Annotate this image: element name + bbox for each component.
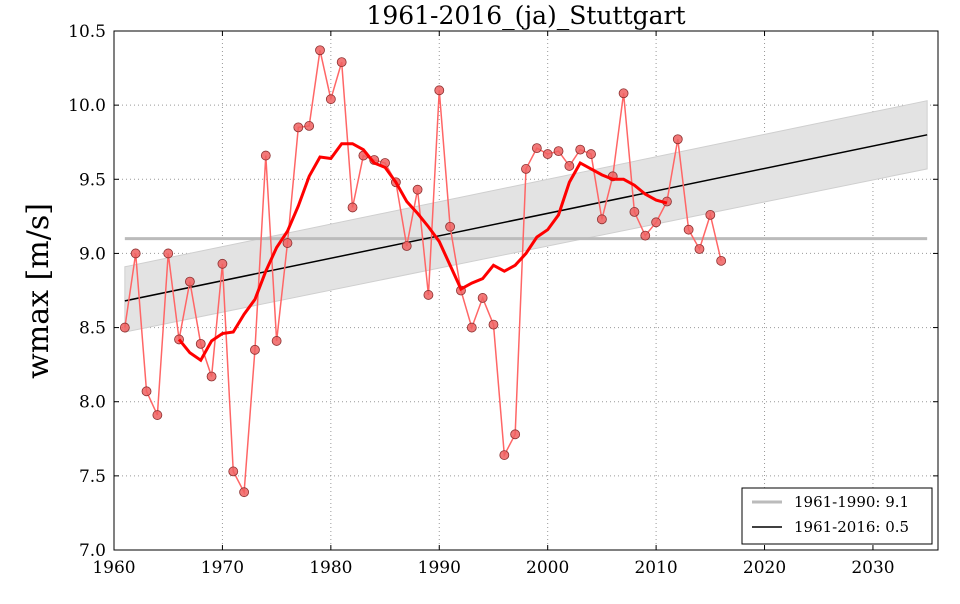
annual-data-point [217, 258, 228, 269]
x-tick-label: 2030 [851, 558, 894, 578]
annual-data-point [521, 164, 531, 174]
annual-data-point [401, 241, 412, 251]
annual-series-line [124, 50, 722, 495]
annual-data-point [499, 450, 510, 460]
legend-entry-reference: 1961-1990: 9.1 [794, 493, 909, 511]
annual-data-point [347, 202, 358, 213]
annual-data-point [564, 161, 575, 171]
annual-data-point [206, 371, 217, 382]
y-tick-label: 8.5 [79, 319, 106, 339]
x-tick-label: 2020 [743, 558, 786, 578]
annual-data-point [423, 290, 434, 300]
annual-data-point [618, 88, 629, 99]
annual-data-point [466, 322, 477, 333]
y-tick-label: 9.0 [79, 244, 106, 264]
annual-data-point [141, 386, 152, 397]
y-axis-label: wmax [m/s] [21, 203, 56, 379]
annual-data-point [119, 322, 130, 333]
annual-data-point [304, 121, 315, 131]
legend: 1961-1990: 9.1 1961-2016: 0.5 [741, 487, 933, 545]
x-tick-label: 2000 [526, 558, 569, 578]
annual-data-point [195, 338, 206, 349]
y-tick-label: 10.5 [68, 22, 106, 42]
annual-data-point [152, 410, 163, 420]
annual-data-point [239, 487, 250, 498]
x-tick-label: 2010 [634, 558, 677, 578]
annual-data-point [271, 336, 282, 346]
chart-title: 1961-2016_(ja)_Stuttgart [366, 1, 685, 30]
y-tick-label: 10.0 [68, 96, 106, 116]
annual-data-point [694, 244, 705, 254]
annual-data-point [412, 184, 423, 195]
annual-data-point [716, 255, 727, 266]
annual-data-point [163, 248, 174, 259]
annual-data-point [250, 344, 260, 355]
confidence-band [124, 100, 928, 333]
annual-data-point [293, 122, 304, 133]
annual-data-point [705, 209, 716, 220]
annual-data-point [640, 230, 651, 241]
legend-entry-trend: 1961-2016: 0.5 [794, 518, 909, 536]
annual-data-point [282, 238, 293, 248]
annual-data-point [315, 45, 325, 56]
annual-data-point [629, 207, 640, 217]
annual-data-point [553, 146, 564, 157]
annual-data-point [542, 149, 553, 159]
annual-data-point [651, 217, 662, 228]
x-tick-label: 1960 [92, 558, 135, 578]
x-tick-label: 1990 [418, 558, 461, 578]
ticks: 1960 1970 1980 1990 2000 2010 2020 2030 7.0 7.5 8.… [68, 22, 938, 578]
annual-data-point [672, 134, 683, 145]
moving-average-line [177, 142, 668, 363]
y-tick-label: 7.5 [79, 467, 106, 487]
annual-data-point [336, 57, 347, 68]
annual-data-point [260, 150, 271, 161]
series [119, 45, 928, 498]
annual-data-point [586, 149, 596, 159]
annual-data-point [325, 94, 336, 105]
annual-data-point [531, 143, 542, 154]
y-tick-label: 8.0 [79, 393, 106, 413]
annual-data-point [434, 85, 445, 96]
annual-data-point [683, 224, 694, 235]
x-tick-label: 1980 [309, 558, 352, 578]
annual-data-point [445, 221, 456, 232]
annual-data-point [510, 429, 521, 440]
y-tick-label: 7.0 [79, 541, 106, 561]
plot-frame [113, 30, 939, 551]
annual-data-point [488, 319, 499, 330]
annual-data-point [575, 144, 586, 155]
trend-line [124, 134, 928, 302]
x-tick-label: 1970 [201, 558, 244, 578]
annual-data-point [184, 276, 195, 287]
annual-data-point [596, 214, 607, 225]
trend-confidence-band [124, 100, 928, 333]
y-tick-label: 9.5 [79, 170, 106, 190]
annual-data-point [228, 466, 239, 477]
annual-data-point [130, 248, 141, 259]
annual-data-point [477, 293, 488, 303]
